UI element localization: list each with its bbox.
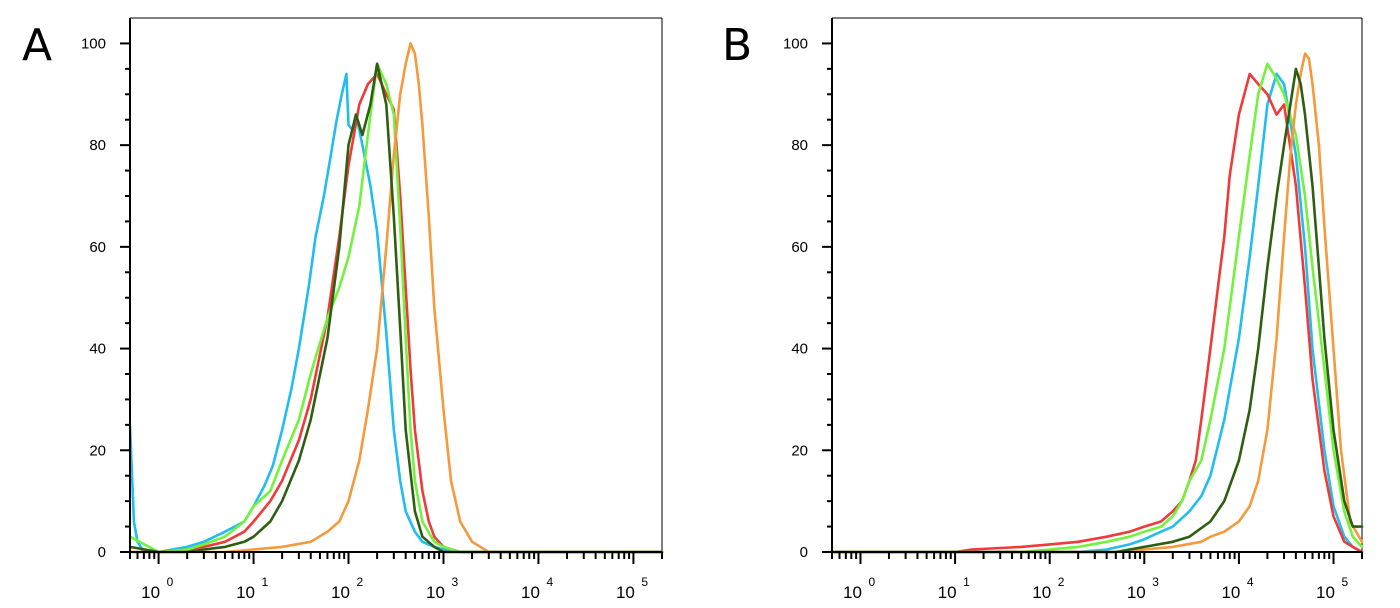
panel-a-series-3: [128, 42, 664, 554]
panel-a-ytick-label: 100: [81, 35, 106, 52]
panel-a-xtick-exponent: 0: [167, 575, 174, 589]
panel-a-ytick-label: 20: [89, 442, 106, 459]
panel-b-ytick-label: 40: [791, 341, 808, 358]
panel-b-xtick-exponent: 3: [1152, 575, 1159, 589]
panel-b-xtick-label: 10: [938, 583, 957, 602]
panel-a-ytick-label: 0: [98, 544, 106, 561]
panel-a-xtick-label: 10: [521, 583, 540, 602]
panel-a-xtick-exponent: 4: [546, 575, 553, 589]
panel-b-xtick-exponent: 1: [963, 575, 970, 589]
panel-a-xtick-exponent: 5: [641, 575, 648, 589]
panel-a-ytick-label: 80: [89, 137, 106, 154]
panel-a-xtick-label: 10: [141, 583, 160, 602]
panel-a-xtick-exponent: 3: [451, 575, 458, 589]
panel-b-xtick-label: 10: [1316, 583, 1335, 602]
panel-b-label: B: [722, 20, 752, 71]
panel-b-ytick-label: 100: [783, 35, 808, 52]
panel-b-series-1: [830, 72, 1364, 554]
panel-a-xtick-label: 10: [331, 583, 350, 602]
panel-b-series-2: [830, 62, 1364, 554]
panel-b-xtick-exponent: 0: [868, 575, 875, 589]
panel-a-xtick-exponent: 2: [357, 575, 364, 589]
panel-a-series-2: [128, 62, 664, 554]
panel-a-series-0: [128, 72, 664, 554]
panel-b-ytick-label: 20: [791, 442, 808, 459]
panel-a-series-4: [128, 62, 664, 554]
panel-b-ytick-label: 60: [791, 239, 808, 256]
panel-b-series-4: [830, 67, 1364, 554]
panel-a-ytick-label: 60: [89, 239, 106, 256]
panel-b-xtick-label: 10: [843, 583, 862, 602]
panel-a-xtick-label: 10: [236, 583, 255, 602]
panel-a-series-1: [128, 72, 664, 554]
panel-b-xtick-exponent: 2: [1058, 575, 1065, 589]
panel-a-xtick-exponent: 1: [262, 575, 269, 589]
panel-b-series-0: [830, 72, 1364, 554]
panel-b-ytick-label: 0: [800, 544, 808, 561]
panel-a-xtick-label: 10: [616, 583, 635, 602]
panel-a-xtick-label: 10: [426, 583, 445, 602]
panel-b-xtick-label: 10: [1221, 583, 1240, 602]
panel-b-xtick-label: 10: [1032, 583, 1051, 602]
panel-b-xtick-label: 10: [1127, 583, 1146, 602]
panel-b-xtick-exponent: 4: [1247, 575, 1254, 589]
panel-b-xtick-exponent: 5: [1342, 575, 1349, 589]
panel-b-ytick-label: 80: [791, 137, 808, 154]
panel-b-series-3: [830, 52, 1364, 554]
panel-a-ytick-label: 40: [89, 341, 106, 358]
panel-a-label: A: [22, 20, 52, 71]
